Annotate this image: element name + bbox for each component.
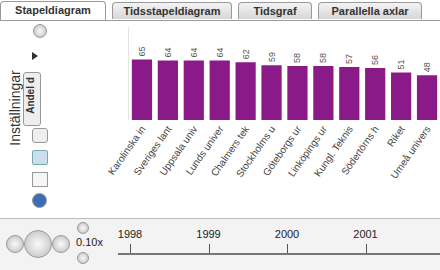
html-text:Stapeldiagram: Stapeldiagram <box>15 4 91 16</box>
html-text:0.10x: 0.10x <box>76 236 103 248</box>
svg-text:Riket: Riket <box>385 124 407 149</box>
svg-text:51: 51 <box>396 60 406 70</box>
svg-text:Uppsala univ: Uppsala univ <box>157 124 199 178</box>
svg-text:Kungl. Teknis: Kungl. Teknis <box>312 124 355 179</box>
html-text:2000: 2000 <box>274 228 300 240</box>
svg-text:64: 64 <box>163 47 173 57</box>
svg-text:62: 62 <box>241 49 251 59</box>
svg-text:Stockholms u: Stockholms u <box>234 124 277 179</box>
html-text:Andel d: Andel d <box>24 77 36 114</box>
svg-text:Chalmers tek: Chalmers tek <box>209 123 252 178</box>
svg-text:58: 58 <box>318 53 328 63</box>
svg-text:Lunds univer: Lunds univer <box>184 123 226 177</box>
svg-text:57: 57 <box>344 54 354 64</box>
html-text:Inställningar: Inställningar <box>7 70 23 146</box>
svg-text:65: 65 <box>137 47 147 57</box>
svg-text:64: 64 <box>215 47 225 57</box>
html-text:Parallella axlar: Parallella axlar <box>331 5 409 17</box>
svg-text:56: 56 <box>370 55 380 65</box>
svg-text:59: 59 <box>267 52 277 62</box>
html-text:Tidsstapeldiagram: Tidsstapeldiagram <box>123 5 221 17</box>
html-text:1999: 1999 <box>196 228 221 240</box>
svg-text:Linköpings ur: Linköpings ur <box>286 123 330 179</box>
html-text:2001: 2001 <box>353 228 378 240</box>
html-text:1998: 1998 <box>117 228 143 240</box>
svg-text:58: 58 <box>292 53 302 63</box>
html-text:Tidsgraf: Tidsgraf <box>253 5 297 17</box>
svg-text:Södertörns h: Södertörns h <box>339 124 381 177</box>
svg-text:Karolinska in: Karolinska in <box>106 124 148 177</box>
svg-text:64: 64 <box>189 47 199 57</box>
svg-text:Umeå univers: Umeå univers <box>388 124 432 181</box>
svg-text:Sveriges lant: Sveriges lant <box>131 124 173 178</box>
svg-text:Göteborgs ur: Göteborgs ur <box>261 123 304 178</box>
svg-text:48: 48 <box>422 62 432 72</box>
